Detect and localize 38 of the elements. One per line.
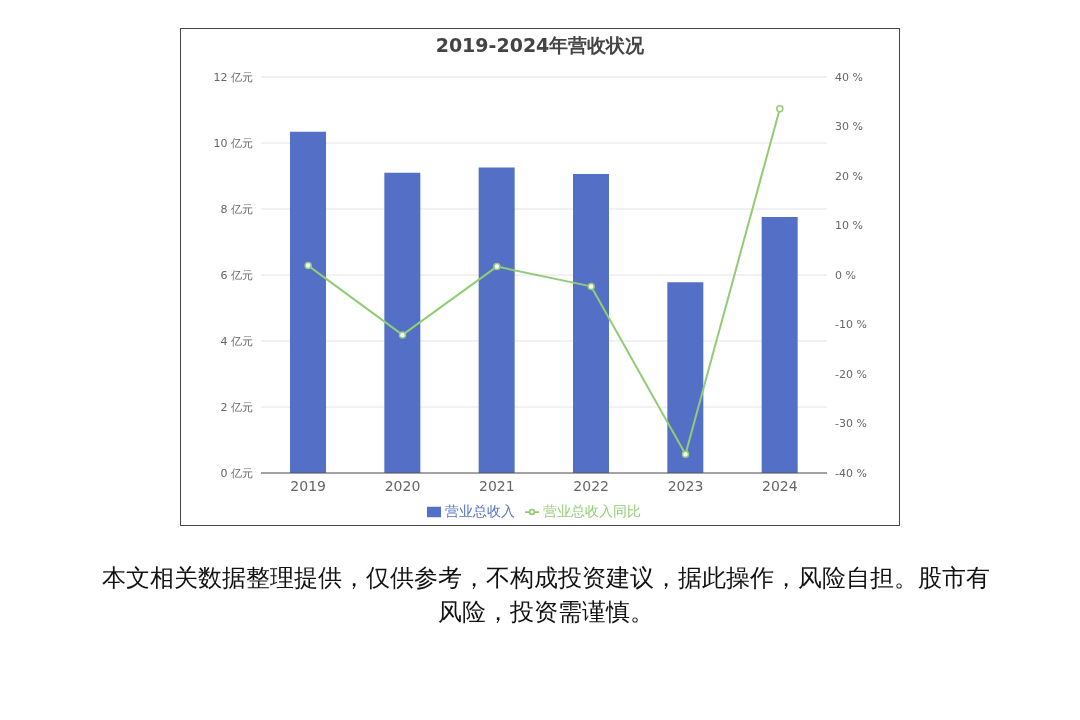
- y-tick-label: 10 亿元: [213, 136, 253, 150]
- y-tick-label: 12 亿元: [213, 70, 253, 84]
- point: [304, 261, 312, 270]
- x-tick-label: 2022: [573, 477, 609, 494]
- x-tick-label: 2020: [384, 477, 421, 494]
- bar: [667, 282, 704, 473]
- x-tick-label: 2019: [290, 477, 326, 494]
- x-tick-label: 2023: [667, 477, 704, 494]
- point: [587, 282, 595, 291]
- y-tick-label: 6 亿元: [220, 268, 253, 282]
- point: [776, 104, 784, 113]
- y-tick-label: 4 亿元: [220, 334, 253, 348]
- y2-tick-label: -40 %: [835, 466, 867, 480]
- y-tick-label: 2 亿元: [220, 400, 253, 414]
- y2-tick-label: -10 %: [835, 318, 867, 332]
- point: [493, 262, 501, 271]
- bar: [761, 216, 798, 473]
- bar: [573, 174, 609, 473]
- y2-tick-label: 20 %: [835, 169, 863, 183]
- y2-tick-label: 30 %: [835, 120, 863, 134]
- bar: [478, 167, 515, 473]
- x-tick-label: 2024: [762, 477, 798, 494]
- y2-tick-label: 10 %: [835, 219, 863, 233]
- y-tick-label: 8 亿元: [220, 202, 253, 216]
- legend-label: 营业总收入同比: [543, 503, 641, 519]
- point: [398, 331, 407, 339]
- point: [681, 450, 690, 458]
- y2-tick-label: -30 %: [835, 417, 867, 431]
- y2-tick-label: 0 %: [835, 268, 856, 282]
- x-tick-label: 2021: [479, 477, 515, 494]
- legend-label: 营业总收入: [445, 503, 515, 519]
- y2-tick-label: -20 %: [835, 367, 867, 381]
- chart-title: 2019-2024年营收状况: [434, 33, 646, 58]
- y-tick-label: 0 亿元: [220, 466, 253, 480]
- bar: [384, 172, 421, 473]
- text: 本文相关数据整理提供，仅供参考，不构成投资建议，据此操作，风险自担。股市有风险，投资需谨慎。: [101, 563, 991, 628]
- y2-tick-label: 40 %: [835, 70, 863, 84]
- bar: [290, 131, 326, 473]
